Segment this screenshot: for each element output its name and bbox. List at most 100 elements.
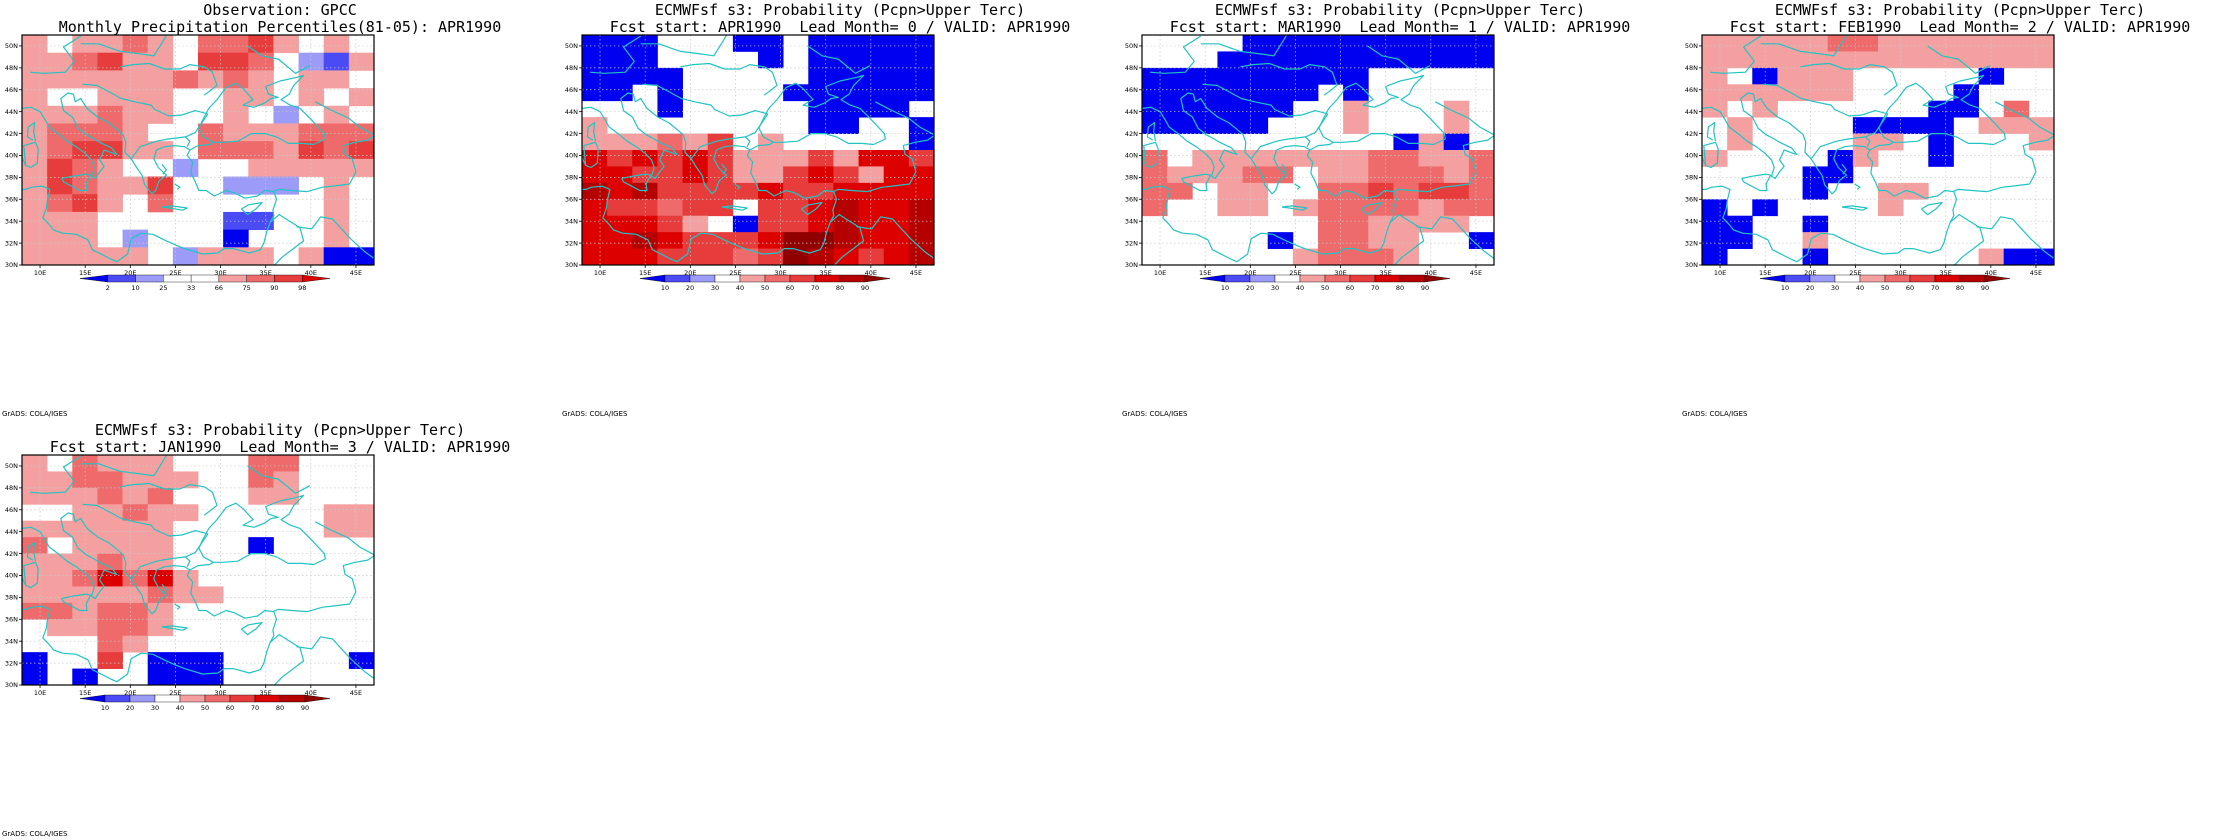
heatmap-cell [582, 232, 608, 249]
y-tick-label: 46N [5, 506, 18, 514]
heatmap-cell [198, 247, 224, 266]
colorbar-swatch [246, 274, 275, 283]
heatmap-cell [883, 199, 910, 217]
heatmap-cell [323, 35, 350, 54]
heatmap-cell [1702, 232, 1728, 249]
heatmap-cell [323, 123, 350, 142]
heatmap-cell [298, 88, 325, 107]
coastline [1389, 214, 1425, 265]
y-tick-label: 48N [565, 64, 578, 72]
coastline [174, 183, 181, 190]
colorbar-swatch [302, 274, 331, 283]
y-tick-label: 32N [5, 239, 18, 247]
x-tick-label: 15E [79, 269, 91, 277]
x-tick-label: 15E [639, 269, 651, 277]
colorbar-swatch [135, 274, 164, 283]
heatmap-cell [223, 123, 249, 142]
heatmap-cell [1167, 67, 1193, 85]
heatmap-cell [2028, 133, 2055, 151]
heatmap-cell [22, 586, 48, 604]
heatmap-cell [348, 123, 375, 142]
colorbar-swatch [107, 274, 136, 283]
heatmap-cell [1142, 199, 1168, 217]
heatmap-cell [248, 471, 274, 489]
heatmap-cell [97, 652, 123, 669]
y-tick-label: 34N [5, 637, 18, 645]
heatmap-cell [1292, 67, 1319, 85]
y-tick-label: 30N [1685, 261, 1698, 269]
heatmap-cell [1368, 166, 1394, 184]
heatmap-cell [1418, 150, 1445, 167]
heatmap-cell [1468, 166, 1495, 184]
heatmap-cell [2003, 248, 2030, 266]
heatmap-cell [1217, 100, 1243, 118]
heatmap-cell [1443, 150, 1470, 167]
heatmap-cell [1953, 35, 1979, 52]
heatmap-cell [1393, 248, 1419, 266]
cells-layer [1702, 35, 2055, 266]
heatmap-cell [657, 166, 683, 184]
heatmap-cell [223, 229, 249, 248]
y-tick-label: 50N [1685, 42, 1698, 50]
heatmap-cell [22, 247, 48, 266]
coastline [161, 163, 167, 175]
y-tick-label: 36N [5, 615, 18, 623]
map-panel-gpcc: Observation: GPCC Monthly Precipitation … [0, 0, 560, 420]
heatmap-cell [1827, 35, 1854, 52]
heatmap-cell [2028, 35, 2055, 52]
heatmap-cell [1777, 51, 1803, 69]
heatmap-cell [1318, 215, 1344, 233]
heatmap-cell [47, 70, 73, 89]
heatmap-cell [248, 247, 274, 266]
heatmap-cell [808, 100, 834, 118]
coastline [272, 555, 374, 613]
colorbar-label: 10 [661, 284, 669, 292]
heatmap-cell [147, 141, 174, 160]
colorbar: 10 20 30 40 50 60 70 80 90 [1759, 274, 2011, 292]
heatmap-cell [607, 84, 633, 102]
heatmap-cell [1978, 51, 2005, 69]
heatmap-cell [97, 602, 123, 620]
heatmap-cell [122, 520, 149, 538]
heatmap-cell [298, 52, 325, 71]
coastline [23, 561, 39, 589]
x-tick-label: 25E [729, 269, 741, 277]
heatmap-cell [22, 652, 48, 669]
heatmap-cell [858, 182, 885, 200]
y-tick-label: 44N [1685, 108, 1698, 116]
heatmap-cell [22, 141, 48, 160]
coastline [185, 533, 209, 558]
heatmap-cell [908, 215, 935, 233]
y-tick-label: 40N [1125, 152, 1138, 160]
heatmap-cell [682, 248, 709, 266]
heatmap-cell [122, 247, 149, 266]
heatmap-cell [1318, 232, 1344, 249]
map-plot: 10E 15E 20E 25E 30E 35E 40E 45E 30N 32N 34N 36N 38N 4… [5, 454, 375, 712]
heatmap-cell [1318, 166, 1344, 184]
heatmap-cell [1802, 84, 1829, 102]
panel-title-line-1: ECMWFsf s3: Probability (Pcpn>Upper Terc… [94, 421, 466, 439]
coastline [247, 465, 311, 494]
colorbar-swatch [1909, 274, 1936, 283]
colorbar-label: 60 [226, 704, 234, 712]
colorbar-label: 90 [1981, 284, 1989, 292]
panel-title-line-2: Fcst start: JAN1990 Lead Month= 3 / VALI… [49, 438, 511, 456]
heatmap-cell [298, 123, 325, 142]
heatmap-cell [1802, 248, 1829, 266]
x-tick-label: 35E [259, 689, 271, 697]
heatmap-cell [1217, 166, 1243, 184]
heatmap-cell [122, 635, 149, 653]
heatmap-cell [348, 247, 375, 266]
heatmap-cell [1702, 199, 1728, 217]
heatmap-cell [97, 88, 123, 107]
heatmap-cell [122, 88, 149, 107]
heatmap-cell [582, 182, 608, 200]
heatmap-cell [833, 199, 859, 217]
coastline [1920, 202, 1943, 216]
y-tick-label: 48N [1685, 64, 1698, 72]
colorbar-swatch [764, 274, 791, 283]
heatmap-cell [808, 248, 834, 266]
heatmap-cell [1827, 84, 1854, 102]
heatmap-cell [883, 35, 910, 52]
colorbar-swatch [1859, 274, 1886, 283]
